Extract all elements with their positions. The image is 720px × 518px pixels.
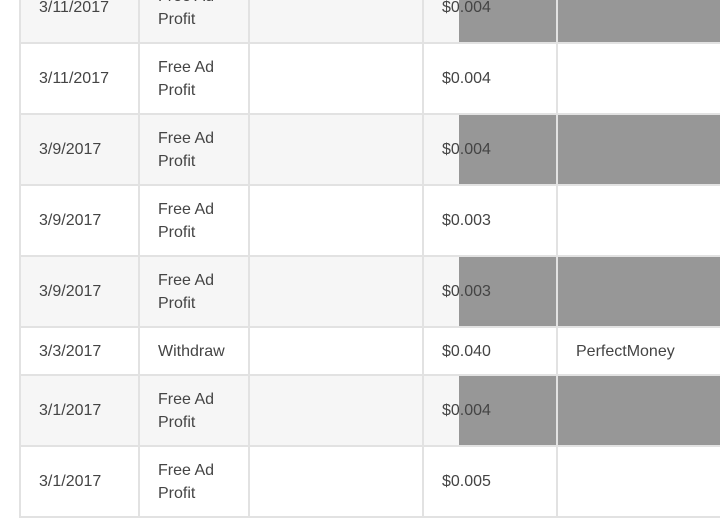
description-cell	[248, 113, 424, 186]
type-cell: Free Ad Profit	[138, 445, 250, 518]
method-cell	[556, 445, 720, 518]
table-row: 3/1/2017 Free Ad Profit $0.005	[19, 445, 720, 518]
method-cell	[556, 0, 720, 44]
transaction-history-table-container: 3/11/2017 Free Ad Profit $0.004 3/11/201…	[19, 0, 720, 518]
table-row: 3/1/2017 Free Ad Profit $0.004	[19, 374, 720, 447]
type-cell: Free Ad Profit	[138, 184, 250, 257]
amount-cell: $0.003	[422, 255, 558, 328]
date-cell: 3/9/2017	[19, 113, 140, 186]
type-cell: Free Ad Profit	[138, 113, 250, 186]
table-row: 3/3/2017 Withdraw $0.040 PerfectMoney	[19, 326, 720, 376]
date-cell: 3/1/2017	[19, 445, 140, 518]
type-cell: Free Ad Profit	[138, 0, 250, 44]
method-cell	[556, 113, 720, 186]
method-cell	[556, 255, 720, 328]
type-cell: Free Ad Profit	[138, 255, 250, 328]
amount-cell: $0.005	[422, 445, 558, 518]
type-cell: Withdraw	[138, 326, 250, 376]
redaction-block	[559, 377, 719, 444]
amount-cell: $0.040	[422, 326, 558, 376]
description-cell	[248, 42, 424, 115]
transaction-history-table: 3/11/2017 Free Ad Profit $0.004 3/11/201…	[19, 0, 720, 518]
table-row: 3/9/2017 Free Ad Profit $0.003	[19, 255, 720, 328]
date-cell: 3/9/2017	[19, 255, 140, 328]
description-cell	[248, 255, 424, 328]
method-cell	[556, 184, 720, 257]
description-cell	[248, 326, 424, 376]
table-row: 3/9/2017 Free Ad Profit $0.003	[19, 184, 720, 257]
method-cell	[556, 42, 720, 115]
method-cell: PerfectMoney	[556, 326, 720, 376]
method-cell	[556, 374, 720, 447]
redaction-block	[559, 0, 719, 41]
date-cell: 3/11/2017	[19, 42, 140, 115]
type-cell: Free Ad Profit	[138, 42, 250, 115]
date-cell: 3/9/2017	[19, 184, 140, 257]
description-cell	[248, 374, 424, 447]
table-row: 3/11/2017 Free Ad Profit $0.004	[19, 0, 720, 44]
description-cell	[248, 0, 424, 44]
redaction-block	[459, 377, 555, 444]
redaction-block	[559, 258, 719, 325]
table-row: 3/9/2017 Free Ad Profit $0.004	[19, 113, 720, 186]
amount-cell: $0.004	[422, 374, 558, 447]
type-cell: Free Ad Profit	[138, 374, 250, 447]
amount-cell: $0.003	[422, 184, 558, 257]
redaction-block	[459, 116, 555, 183]
date-cell: 3/3/2017	[19, 326, 140, 376]
date-cell: 3/1/2017	[19, 374, 140, 447]
redaction-block	[459, 258, 555, 325]
date-cell: 3/11/2017	[19, 0, 140, 44]
description-cell	[248, 445, 424, 518]
redaction-block	[559, 116, 719, 183]
table-row: 3/11/2017 Free Ad Profit $0.004	[19, 42, 720, 115]
amount-cell: $0.004	[422, 113, 558, 186]
redaction-block	[459, 0, 555, 41]
amount-cell: $0.004	[422, 42, 558, 115]
description-cell	[248, 184, 424, 257]
amount-cell: $0.004	[422, 0, 558, 44]
